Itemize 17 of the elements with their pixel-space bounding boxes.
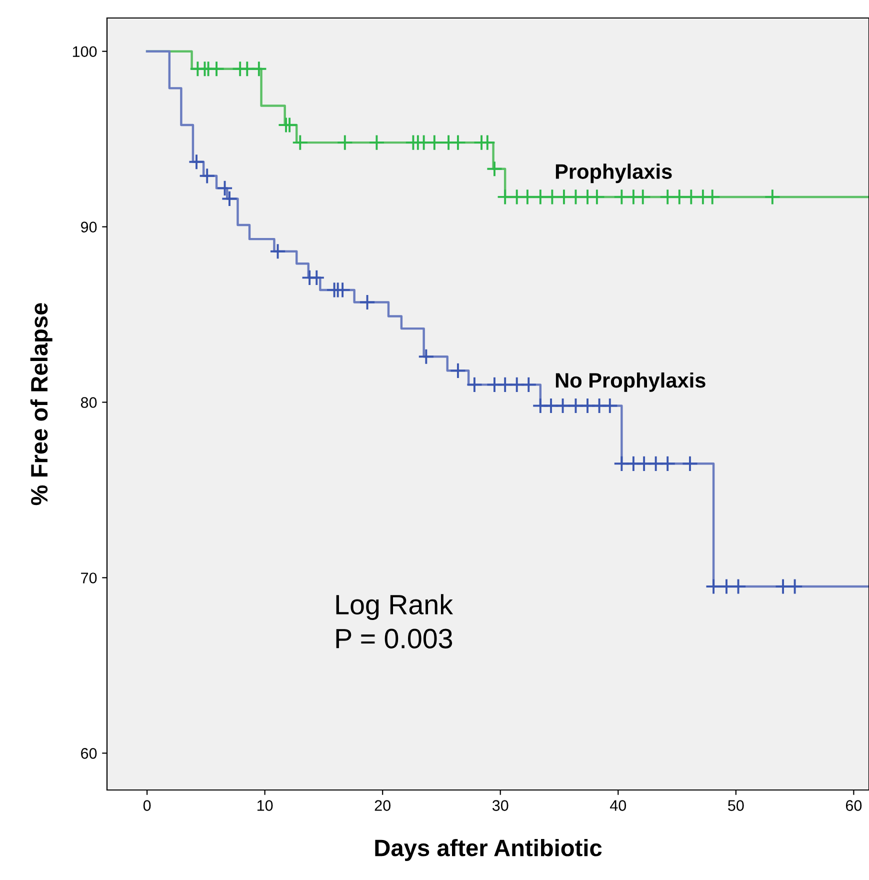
y-tick-label: 100: [72, 46, 97, 58]
y-axis-title: % Free of Relapse: [30, 303, 52, 506]
x-tick-label: 10: [257, 800, 273, 811]
series-label: Prophylaxis: [556, 164, 672, 184]
annotation: Log Rank P = 0.003: [336, 594, 454, 648]
x-tick-label: 40: [610, 800, 626, 811]
y-tick-label: 70: [81, 572, 97, 584]
x-tick-label: 30: [492, 800, 508, 811]
series-label: No Prophylaxis: [556, 372, 706, 392]
x-axis-title: Days after Antibiotic: [375, 838, 602, 861]
x-tick-label: 60: [846, 800, 862, 811]
x-tick-label: 0: [143, 800, 151, 811]
x-tick-label: 20: [374, 800, 390, 811]
y-tick-label: 90: [81, 222, 97, 232]
y-tick-label: 80: [80, 397, 97, 408]
y-tick-label: 60: [81, 748, 97, 759]
x-tick-label: 50: [728, 800, 744, 811]
